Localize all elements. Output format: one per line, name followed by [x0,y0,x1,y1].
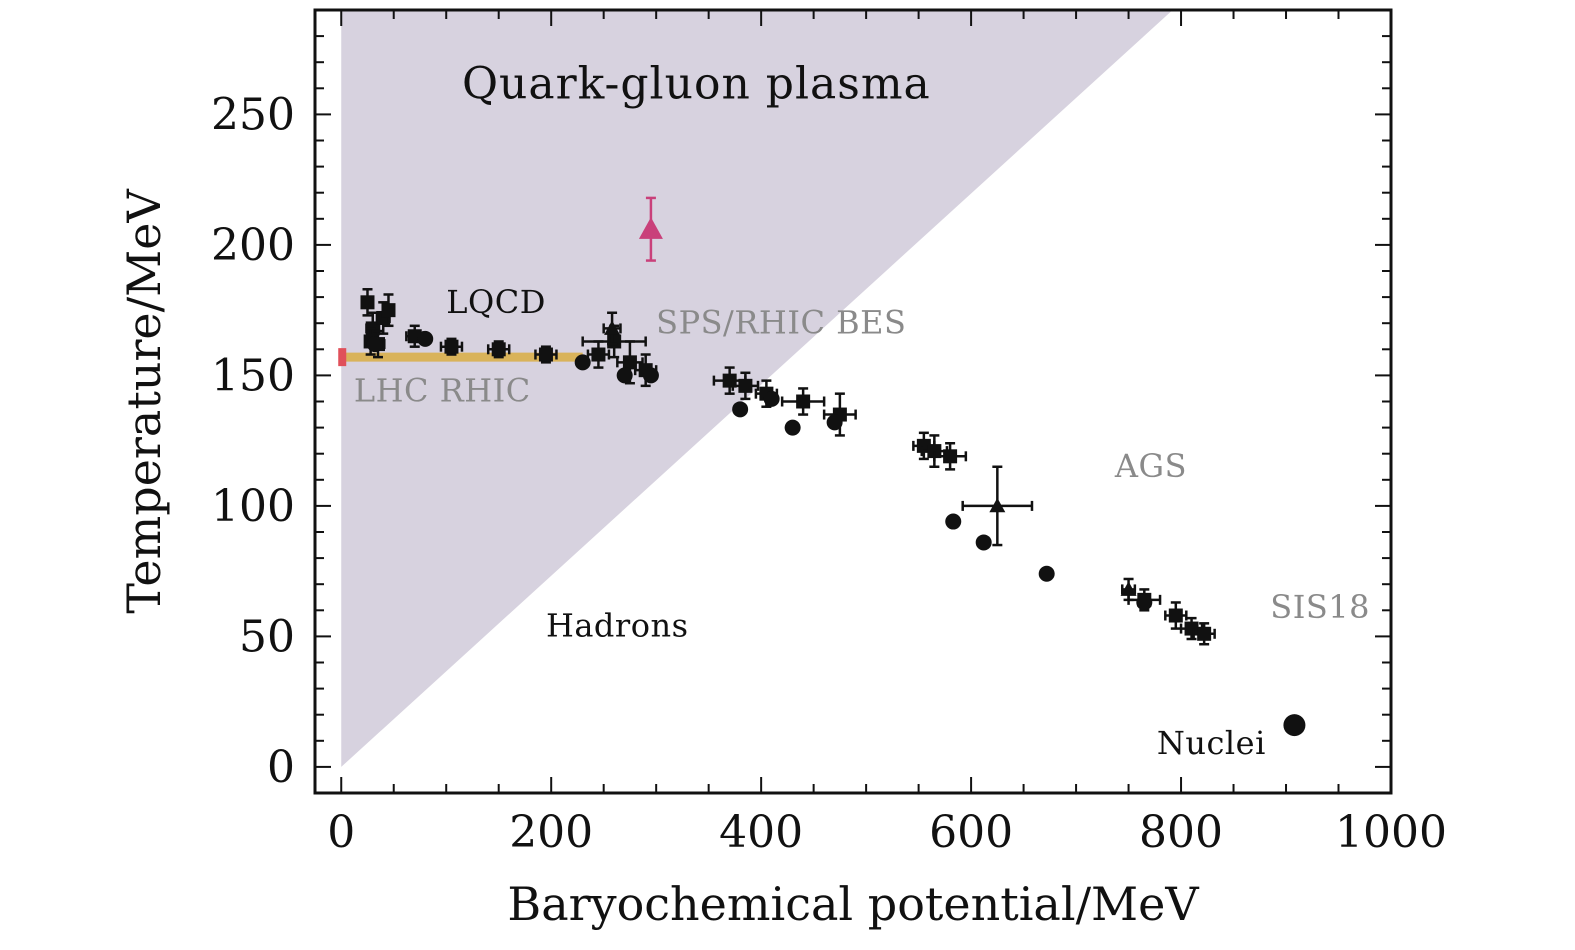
circle-marker [417,330,434,347]
data-point [1120,577,1137,602]
triangle-marker [989,497,1006,513]
y-tick-label: 100 [211,481,295,532]
x-axis-title: Baryochemical potential/MeV [507,877,1199,931]
y-tick-label: 200 [211,220,295,271]
data-point [1192,622,1216,646]
data-point [486,340,511,359]
triangle-marker [638,217,663,239]
data-point [381,293,396,328]
circle-marker [763,390,780,407]
data-point [375,301,391,335]
data-point [417,330,434,347]
data-point [961,465,1034,547]
data-point [534,345,558,364]
data-point [822,392,857,437]
data-point [945,513,962,530]
square-marker [491,342,506,357]
circle-marker [642,367,659,384]
circle-marker [616,367,633,384]
square-marker [738,378,753,393]
annotation-label: SPS/RHIC BES [656,304,906,342]
triangle-marker [604,320,621,335]
square-marker [381,303,396,318]
data-point [1136,594,1153,611]
x-tick-label: 200 [509,807,593,858]
annotation-label: Quark-gluon plasma [462,59,931,110]
annotation-label: LHC RHIC [354,372,531,410]
data-point [933,442,968,471]
square-marker [607,334,622,349]
data-point [366,336,383,353]
data-point [602,311,622,346]
square-marker [622,355,637,370]
square-marker [444,339,459,354]
circle-marker [574,354,591,371]
data-point [1164,601,1188,630]
data-point [616,367,633,384]
data-point [780,387,826,416]
data-point [732,401,749,418]
circle-marker [1136,594,1153,611]
lqcd-band-endpoint [338,348,347,367]
annotation-label: LQCD [446,283,546,321]
y-tick-label: 250 [211,89,295,140]
square-marker [591,347,606,362]
data-point [642,367,659,384]
x-tick-label: 1000 [1335,807,1447,858]
x-tick-label: 400 [719,807,803,858]
y-tick-label: 50 [239,611,295,662]
data-point [1038,565,1055,582]
circle-marker [366,336,383,353]
square-marker [796,394,811,409]
circle-marker [826,414,843,431]
annotation-label: AGS [1114,447,1187,485]
data-point [975,534,992,551]
x-tick-label: 0 [327,807,355,858]
x-tick-label: 600 [929,807,1013,858]
square-marker [943,449,958,464]
circle-marker [784,419,801,436]
data-point [731,371,760,401]
highlight-data-point [638,196,663,262]
y-axis-title: Temperature/MeV [117,189,171,614]
data-point [826,414,843,431]
y-tick-label: 150 [211,350,295,401]
circle-marker [732,401,749,418]
square-marker [1168,608,1183,623]
square-marker [927,444,942,459]
square-marker [360,295,375,310]
annotation-label: Nuclei [1157,724,1266,762]
data-point [574,354,591,371]
triangle-marker [1120,581,1137,596]
circle-marker [945,513,962,530]
square-marker [1197,626,1212,641]
data-point [439,337,464,356]
square-marker [1184,621,1199,636]
circle-marker-large [1283,714,1306,737]
data-point [763,390,780,407]
data-point [920,434,949,468]
annotation-label: SIS18 [1270,588,1370,626]
data-point [360,288,375,317]
x-tick-label: 800 [1139,807,1223,858]
data-point [784,419,801,436]
y-tick-label: 0 [267,742,295,793]
square-marker [538,347,553,362]
annotation-label: Hadrons [546,606,689,644]
circle-marker [975,534,992,551]
circle-marker [1038,565,1055,582]
data-point [1283,714,1306,737]
